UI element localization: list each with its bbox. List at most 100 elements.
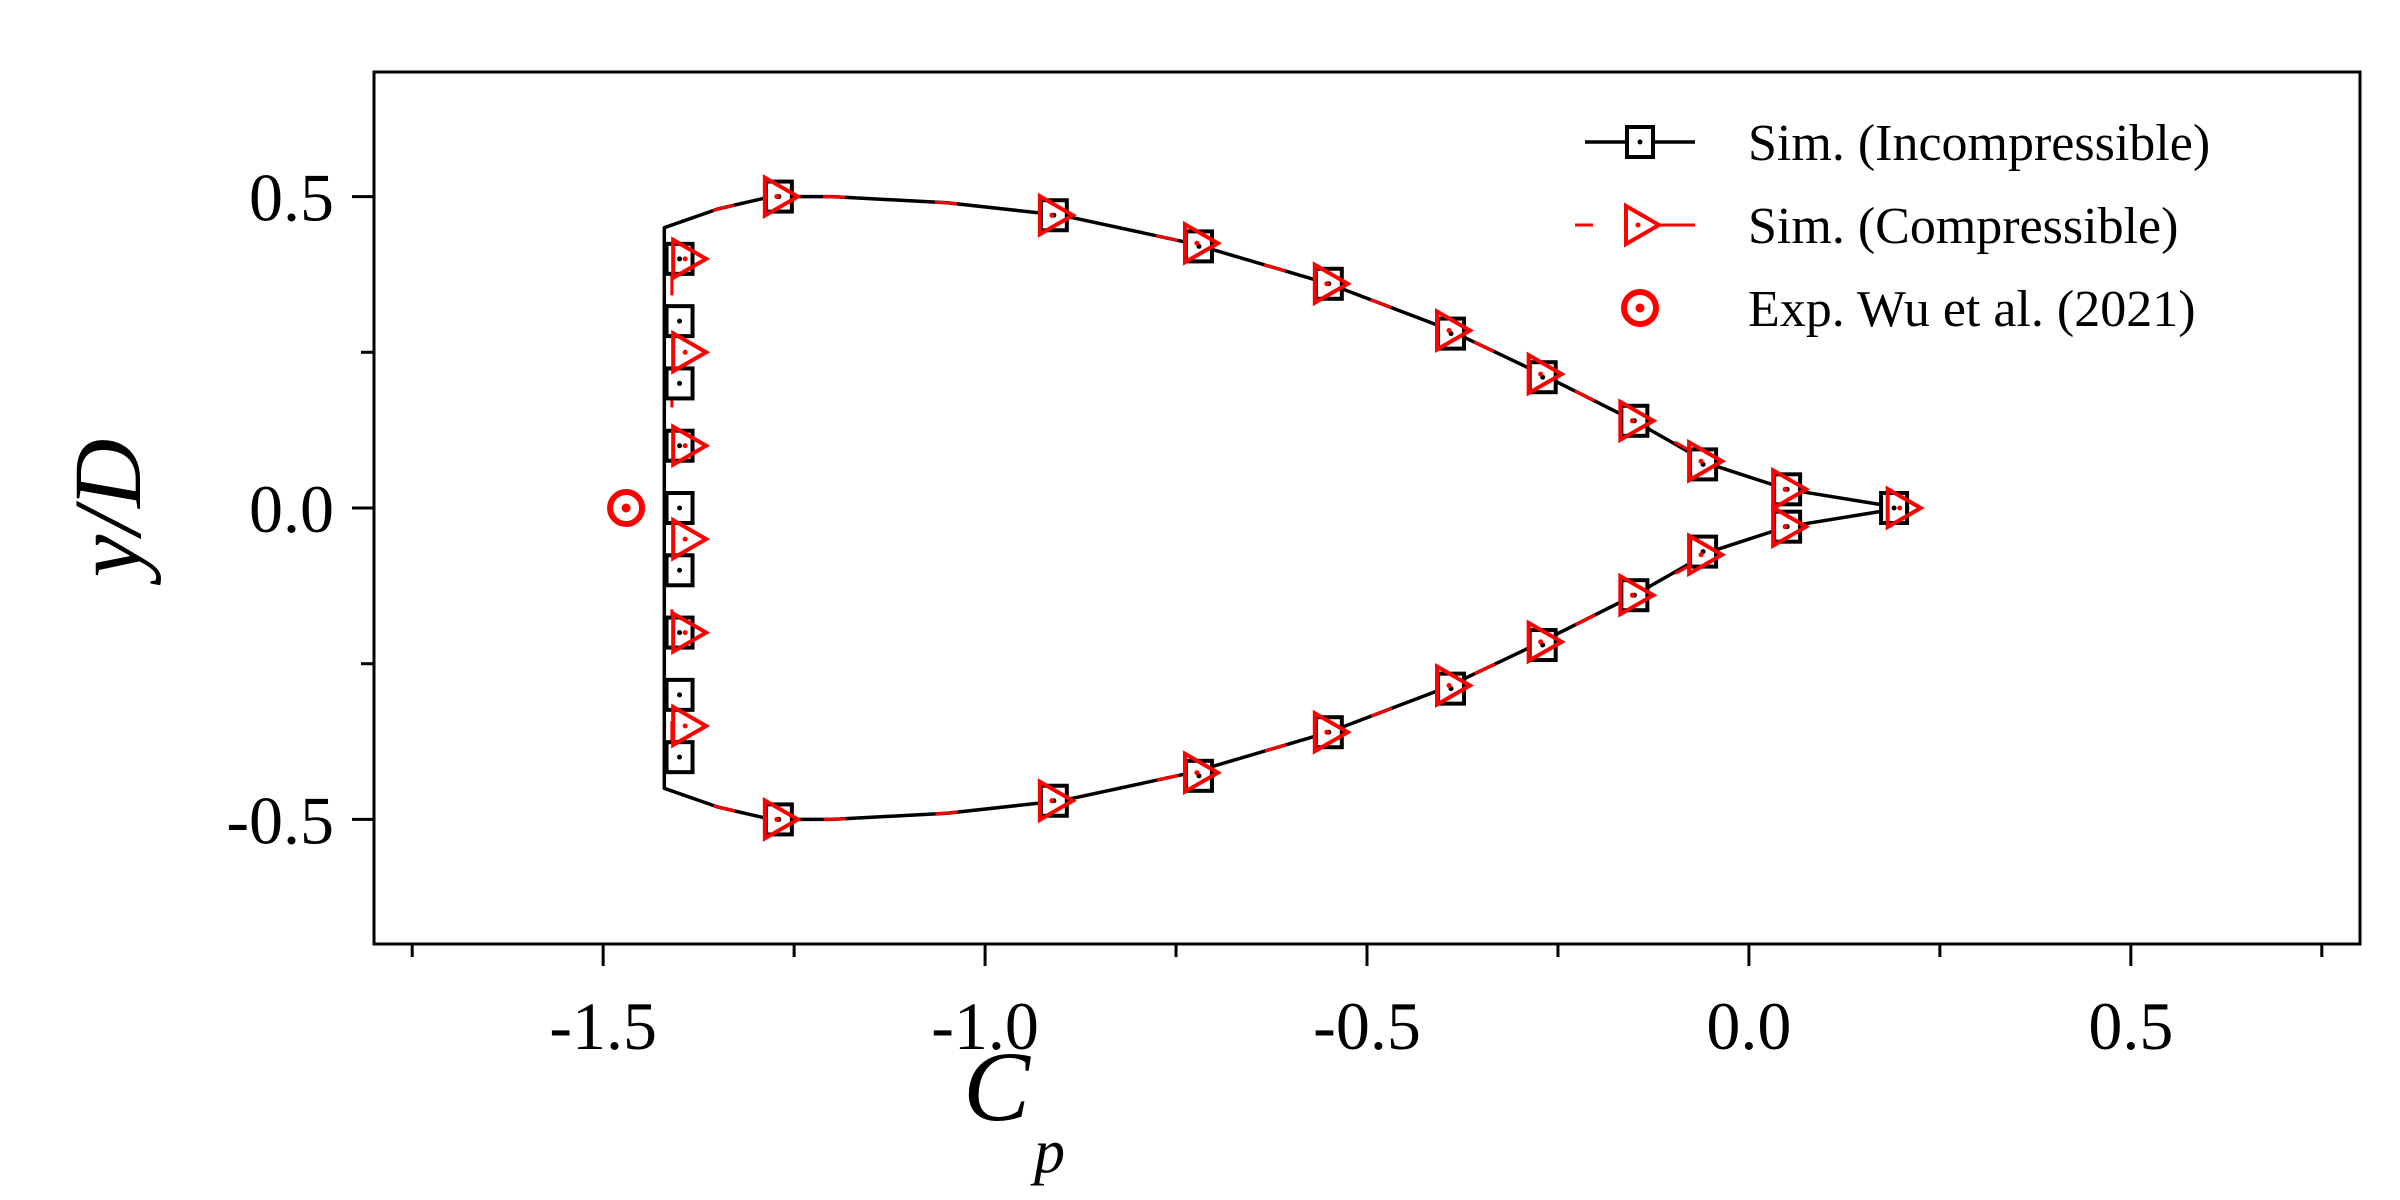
square-marker-dot	[677, 505, 683, 511]
triangle-marker-body	[1526, 351, 1566, 397]
square-marker-dot	[1637, 139, 1643, 145]
circle-marker-dot	[1635, 303, 1645, 313]
legend-incompressible-marker	[1625, 125, 1655, 159]
circle-marker-ring	[607, 489, 646, 527]
experiment-point	[607, 489, 646, 527]
triangle-marker-dot	[774, 194, 780, 200]
incompressible-point	[664, 366, 695, 401]
triangle-marker-dot	[1049, 212, 1055, 218]
triangle-marker-body	[671, 703, 711, 749]
square-marker-dot	[677, 567, 683, 573]
compressible-point	[671, 610, 711, 656]
triangle-marker-dot	[774, 816, 780, 822]
square-marker-dot	[677, 443, 683, 449]
x-tick-label: -0.5	[1313, 988, 1421, 1064]
triangle-marker-dot	[1194, 240, 1200, 246]
compressible-point	[671, 236, 711, 282]
incompressible-point	[664, 491, 695, 525]
triangle-marker-body	[1885, 485, 1925, 531]
compressible-point	[1687, 532, 1727, 578]
triangle-marker-dot	[1324, 281, 1330, 287]
series-layer	[607, 174, 1925, 842]
square-marker-dot	[677, 692, 683, 698]
triangle-marker-body	[671, 423, 711, 469]
triangle-marker-body	[1687, 438, 1727, 484]
triangle-marker-dot	[1538, 639, 1544, 645]
compressible-point	[762, 796, 802, 842]
compressible-point	[1312, 261, 1352, 307]
triangle-marker-body	[1312, 261, 1352, 307]
triangle-marker-dot	[1194, 770, 1200, 776]
incompressible-point	[664, 553, 695, 588]
square-marker-body	[664, 304, 695, 339]
compressible-point	[1526, 619, 1566, 665]
legend: Sim. (Incompressible) Sim. (Compressible)…	[1575, 115, 2210, 338]
compressible-point	[1312, 709, 1352, 755]
triangle-marker-dot	[1782, 486, 1788, 492]
x-tick-label: -1.0	[931, 988, 1039, 1064]
x-axis-subscript: p	[1030, 1118, 1065, 1186]
square-marker-dot	[677, 754, 683, 760]
legend-incompressible-label: Sim. (Incompressible)	[1748, 115, 2210, 172]
x-tick-label: 0.5	[2088, 988, 2173, 1064]
compressible-point	[1618, 398, 1658, 444]
square-marker-dot	[677, 630, 683, 636]
compressible-point	[1182, 220, 1222, 266]
compressible-point	[1885, 485, 1925, 531]
triangle-marker-body	[1526, 619, 1566, 665]
triangle-marker-dot	[682, 256, 688, 262]
x-tick-label: 0.0	[1706, 988, 1791, 1064]
triangle-marker-body	[1771, 504, 1811, 550]
compressible-point	[1435, 663, 1475, 708]
circle-marker-dot	[621, 503, 631, 513]
triangle-marker-dot	[1629, 418, 1635, 424]
compressible-point	[762, 174, 802, 220]
triangle-marker-body	[1618, 398, 1658, 444]
compressible-point	[671, 703, 711, 749]
triangle-marker-dot	[1629, 592, 1635, 598]
compressible-point	[671, 329, 711, 375]
triangle-marker-dot	[1324, 729, 1330, 735]
compressible-point	[1618, 572, 1658, 618]
triangle-marker-dot	[682, 536, 688, 542]
triangle-marker-dot	[1698, 458, 1704, 464]
incompressible-point	[664, 304, 695, 339]
triangle-marker-dot	[1049, 798, 1055, 804]
triangle-marker-body	[762, 174, 802, 220]
triangle-marker-body	[1771, 466, 1811, 512]
triangle-marker-body	[762, 796, 802, 842]
triangle-marker-dot	[1698, 552, 1704, 558]
compressible-point	[1037, 192, 1077, 238]
triangle-marker-dot	[1782, 524, 1788, 530]
y-tick-label: -0.5	[226, 782, 334, 858]
compressible-line	[670, 195, 1910, 821]
triangle-marker-dot	[1897, 505, 1903, 511]
triangle-marker-dot	[682, 443, 688, 449]
triangle-marker-dot	[1446, 327, 1452, 333]
y-tick-label: 0.0	[249, 471, 334, 547]
triangle-marker-body	[671, 610, 711, 656]
triangle-marker-dot	[682, 630, 688, 636]
x-tick-label: -1.5	[549, 988, 657, 1064]
compressible-point	[1687, 438, 1727, 484]
y-tick-label: 0.5	[249, 160, 334, 236]
triangle-marker-dot	[1538, 371, 1544, 377]
triangle-marker-body	[1037, 778, 1077, 824]
square-marker-dot	[677, 256, 683, 262]
incompressible-line	[662, 194, 1902, 822]
square-marker-dot	[677, 380, 683, 386]
triangle-marker-dot	[1446, 683, 1452, 689]
triangle-marker-body	[1182, 750, 1222, 796]
compressible-point	[671, 423, 711, 469]
compressible-point	[1435, 308, 1475, 353]
legend-compressible-marker	[1624, 202, 1664, 248]
compressible-point	[1182, 750, 1222, 796]
axes: -1.5 -1.0 -0.5 0.0 0.5 0.5 0.0 -0.5 Cp y/D	[54, 70, 2362, 1186]
triangle-marker-body	[1182, 220, 1222, 266]
x-axis-title: C	[963, 1031, 1031, 1142]
triangle-marker-dot	[682, 349, 688, 355]
square-marker-dot	[1891, 505, 1897, 511]
compressible-point	[1526, 351, 1566, 397]
compressible-point	[1037, 778, 1077, 824]
